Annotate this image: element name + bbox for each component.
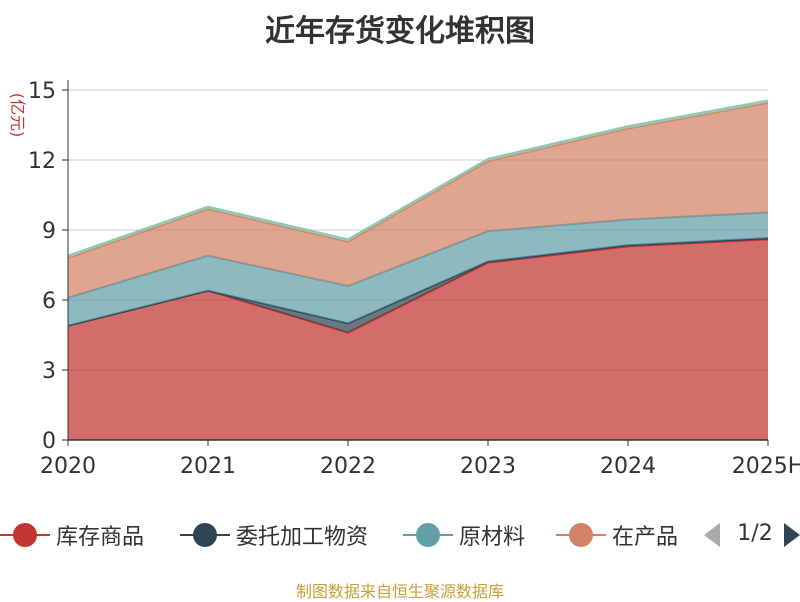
- area-series-3: [68, 102, 768, 298]
- legend-label-3: 在产品: [612, 525, 679, 550]
- legend-marker-0: [0, 520, 50, 550]
- legend-marker-1: [180, 520, 230, 550]
- legend-dot-3: [569, 523, 593, 547]
- area-series-2: [68, 212, 768, 326]
- x-tick-label-2: 2022: [320, 454, 376, 479]
- legend-prev-icon[interactable]: [704, 523, 720, 547]
- y-tick-label-12: 12: [28, 149, 56, 174]
- legend: 库存商品 委托加工物资 原材料 在产品: [0, 515, 800, 555]
- area-series: [67, 99, 769, 440]
- legend-item-3[interactable]: 在产品: [556, 515, 684, 555]
- legend-dot-1: [193, 523, 217, 547]
- legend-marker-3: [556, 520, 606, 550]
- y-tick-label-9: 9: [42, 219, 56, 244]
- x-tick-label-1: 2021: [180, 454, 236, 479]
- legend-label-0: 库存商品: [56, 525, 145, 550]
- x-tick-label-5: 2025H: [732, 454, 800, 479]
- chart-title: 近年存货变化堆积图: [265, 14, 535, 49]
- line-series-4: [67, 99, 769, 257]
- legend-item-0[interactable]: 库存商品: [0, 515, 144, 555]
- data-source-note: 制图数据来自恒生聚源数据库: [295, 582, 504, 601]
- x-tick-label-0: 2020: [40, 454, 96, 479]
- y-axis-label: (亿元): [8, 93, 27, 138]
- axes: 0 3 6 9 12 15 2020 2021 2022 2023 2024 2025H (亿元): [8, 79, 800, 479]
- x-tick-label-3: 2023: [460, 454, 516, 479]
- legend-pager: 1/2: [700, 520, 800, 550]
- legend-dot-0: [13, 523, 37, 547]
- y-tick-label-15: 15: [28, 79, 56, 104]
- area-series-0: [68, 239, 768, 440]
- legend-label-1: 委托加工物资: [236, 525, 369, 550]
- y-tick-label-0: 0: [42, 429, 56, 454]
- legend-next-icon[interactable]: [784, 523, 800, 547]
- legend-label-2: 原材料: [459, 525, 526, 550]
- x-tick-label-4: 2024: [600, 454, 656, 479]
- legend-item-1[interactable]: 委托加工物资: [180, 515, 368, 555]
- legend-item-2[interactable]: 原材料: [403, 515, 525, 555]
- legend-page-indicator: 1/2: [737, 521, 773, 546]
- legend-marker-2: [403, 520, 453, 550]
- legend-dot-2: [416, 523, 440, 547]
- y-tick-label-3: 3: [42, 359, 56, 384]
- y-tick-label-6: 6: [42, 289, 56, 314]
